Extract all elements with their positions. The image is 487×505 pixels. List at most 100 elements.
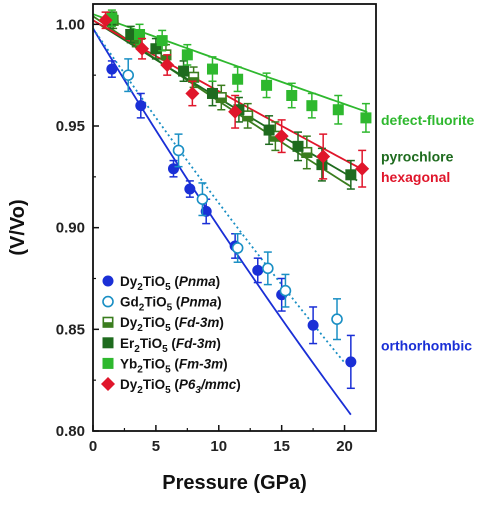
y-tick-label: 0.90 — [56, 220, 85, 237]
legend-label-part: 2 — [134, 344, 140, 355]
x-tick-label: 15 — [273, 438, 290, 455]
marker-square-filled — [134, 29, 146, 40]
x-tick-label: 20 — [336, 438, 353, 455]
marker-square-filled — [102, 337, 114, 349]
marker-square-filled — [360, 112, 372, 124]
marker-square-filled — [206, 63, 218, 75]
marker-square-filled — [316, 159, 328, 171]
marker-square-filled — [156, 35, 168, 47]
legend-label-part: Fd-3m — [179, 315, 220, 330]
legend-label-part: Yb — [120, 356, 137, 371]
marker-circle-open — [331, 313, 343, 325]
marker-square-half-fill — [188, 77, 200, 83]
legend-label: Er2TiO5 (Fd-3m) — [120, 336, 221, 355]
marker-square-filled — [125, 29, 137, 40]
marker-square-filled — [206, 87, 218, 99]
legend-label-part: ( — [172, 295, 181, 310]
legend-label: Gd2TiO5 (Pnma) — [120, 295, 222, 314]
legend-label-part: Gd — [120, 295, 139, 310]
marker-square-filled — [150, 43, 162, 55]
legend: Dy2TiO5 (Pnma)Gd2TiO5 (Pnma)Dy2TiO5 (Fd-… — [101, 274, 241, 396]
y-tick-label: 0.85 — [56, 321, 85, 338]
phase-label: hexagonal — [381, 169, 450, 185]
marker-circle-open — [262, 262, 274, 275]
marker-circle-filled — [345, 356, 357, 368]
marker-circle-filled — [167, 163, 179, 175]
marker-square-filled — [263, 124, 275, 136]
legend-label-part: 5 — [165, 364, 171, 375]
marker-square-filled — [181, 49, 193, 61]
marker-circle-open — [231, 242, 244, 254]
legend-label-part: TiO — [143, 377, 165, 392]
legend-label-part: ( — [171, 377, 180, 392]
legend-label-part: ( — [171, 315, 180, 330]
marker-diamond-filled — [274, 129, 289, 144]
legend-label: Dy2TiO5 (Pnma) — [120, 274, 220, 293]
y-tick-label: 1.00 — [56, 16, 85, 33]
marker-square-half-fill — [242, 115, 254, 122]
legend-label-part: 5 — [165, 385, 171, 396]
data-series — [106, 9, 372, 133]
marker-circle-open — [196, 193, 209, 205]
y-tick-label: 0.80 — [56, 423, 85, 440]
marker-square-filled — [106, 12, 118, 24]
legend-label-part: 5 — [165, 323, 171, 334]
legend-label-part: ( — [171, 274, 180, 289]
marker-circle-filled — [135, 100, 147, 112]
legend-label-part: ) — [236, 377, 241, 392]
x-tick-label: 5 — [152, 438, 160, 455]
legend-label-part: Fd-3m — [176, 336, 217, 351]
legend-label-part: 2 — [137, 323, 143, 334]
legend-label-part: ) — [223, 356, 228, 371]
legend-label-part: TiO — [143, 356, 165, 371]
data-series — [122, 58, 343, 341]
legend-label-part: Fm-3m — [179, 356, 223, 371]
legend-label-part: 5 — [167, 303, 173, 314]
marker-square-filled — [102, 357, 114, 369]
marker-diamond-filled — [101, 377, 115, 391]
marker-square-filled — [286, 90, 298, 101]
marker-square-filled — [178, 65, 190, 77]
marker-circle-filled — [307, 319, 319, 331]
marker-diamond-filled — [355, 161, 370, 176]
plot-frame — [92, 3, 377, 432]
legend-label-part: TiO — [143, 315, 165, 330]
legend-label-part: TiO — [143, 274, 165, 289]
marker-square-half-fill — [160, 54, 172, 61]
legend-label-part: Dy — [120, 274, 138, 289]
marker-circle-open — [122, 69, 135, 81]
legend-label-part: ) — [216, 274, 221, 289]
legend-label-part: ( — [171, 356, 180, 371]
fit-curve — [92, 27, 346, 364]
legend-label: Dy2TiO5 (Fd-3m) — [120, 315, 224, 334]
marker-diamond-filled — [98, 13, 113, 28]
x-axis-title: Pressure (GPa) — [162, 472, 307, 494]
data-series — [98, 11, 370, 188]
x-tick-label: 0 — [89, 438, 97, 455]
phase-label: orthorhombic — [381, 338, 472, 354]
marker-circle-filled — [102, 275, 114, 287]
marker-circle-filled — [106, 63, 118, 75]
marker-square-filled — [332, 104, 344, 116]
marker-square-filled — [232, 73, 244, 85]
marker-diamond-filled — [160, 58, 175, 72]
legend-label-part: Dy — [120, 377, 138, 392]
marker-circle-open — [172, 144, 185, 157]
phase-labels: defect-fluorite pyrochlore hexagonal orthor… — [381, 112, 475, 354]
legend-label-part: 2 — [137, 282, 143, 293]
marker-square-filled — [261, 79, 273, 91]
legend-label-part: 2 — [137, 385, 143, 396]
y-tick-label: 0.95 — [56, 118, 85, 135]
fit-curve — [92, 27, 352, 416]
marker-circle-filled — [200, 205, 212, 217]
marker-circle-filled — [252, 264, 264, 276]
legend-label-part: ) — [217, 295, 222, 310]
legend-label-part: ) — [219, 315, 224, 330]
data-series-layer — [98, 9, 372, 390]
marker-square-half-fill — [269, 136, 281, 142]
phase-label: pyrochlore — [381, 149, 454, 165]
marker-diamond-filled — [135, 41, 150, 56]
legend-label-part: 2 — [139, 303, 145, 314]
ticks-layer: 0 5 10 15 20 0.80 0.85 0.90 0.95 1.00 — [56, 16, 353, 455]
